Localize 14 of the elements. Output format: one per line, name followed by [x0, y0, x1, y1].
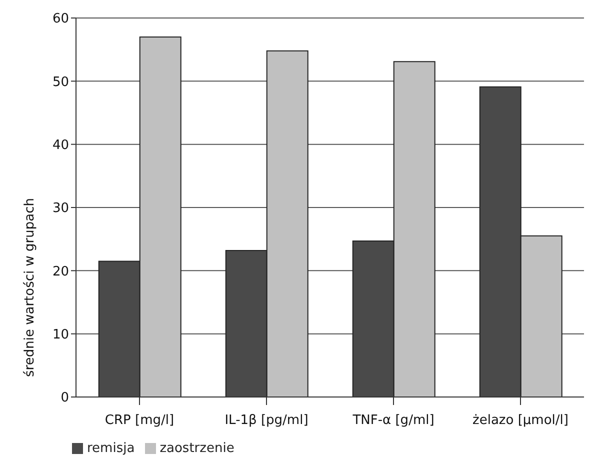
x-tick-label: TNF-α [g/ml]	[352, 413, 434, 428]
y-tick-label: 30	[52, 201, 69, 216]
x-tick-label: żelazo [µmol/l]	[472, 413, 568, 428]
y-tick-label: 10	[52, 327, 69, 342]
x-tick-label: IL-1β [pg/ml]	[224, 413, 308, 428]
y-axis-title: średnie wartości w grupach	[22, 198, 38, 377]
legend-label: remisja	[87, 441, 135, 456]
y-tick-label: 40	[52, 138, 69, 153]
legend-label: zaostrzenie	[160, 441, 234, 456]
y-tick-label: 50	[52, 74, 69, 90]
y-tick-label: 20	[52, 264, 69, 280]
x-tick-label: CRP [mg/l]	[104, 413, 174, 428]
y-tick-label: 60	[52, 12, 69, 27]
y-tick-label: 0	[60, 390, 69, 406]
